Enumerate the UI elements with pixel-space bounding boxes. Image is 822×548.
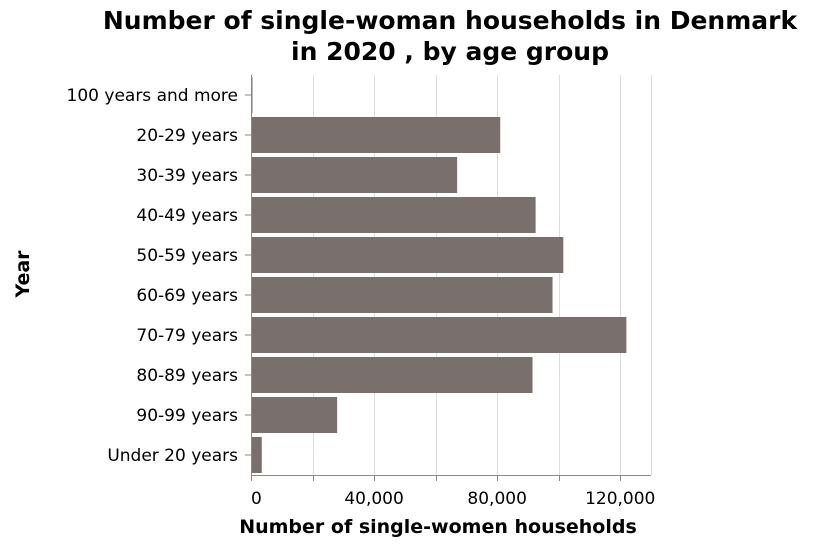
y-axis-title: Year bbox=[12, 250, 34, 299]
x-tick-label: 80,000 bbox=[467, 489, 526, 509]
y-tick-label: 100 years and more bbox=[67, 86, 238, 106]
y-tick-label: 50-59 years bbox=[136, 246, 238, 266]
bars bbox=[251, 77, 627, 473]
y-tick-label: Under 20 years bbox=[107, 446, 238, 466]
x-axis-title: Number of single-women households bbox=[239, 516, 637, 538]
y-tick-label: 40-49 years bbox=[136, 206, 238, 226]
bar bbox=[251, 157, 458, 193]
x-tick-label: 120,000 bbox=[585, 489, 655, 509]
bar bbox=[251, 277, 553, 313]
chart-title-line-2: in 2020 , by age group bbox=[291, 37, 609, 66]
bar bbox=[251, 397, 338, 433]
bar bbox=[251, 117, 501, 153]
y-tick-label: 60-69 years bbox=[136, 286, 238, 306]
x-tick-label: 40,000 bbox=[344, 489, 403, 509]
bar bbox=[251, 437, 262, 473]
y-tick-label: 70-79 years bbox=[136, 326, 238, 346]
y-tick-label: 80-89 years bbox=[136, 366, 238, 386]
y-tick-label: 20-29 years bbox=[136, 126, 238, 146]
bar bbox=[251, 317, 627, 353]
bar bbox=[251, 357, 533, 393]
y-tick-label: 30-39 years bbox=[136, 166, 238, 186]
axes: 100 years and more 20-29 years 30-39 years… bbox=[67, 75, 655, 509]
x-tick-label: 0 bbox=[251, 489, 262, 509]
y-tick-label: 90-99 years bbox=[136, 406, 238, 426]
bar bbox=[251, 197, 536, 233]
bar bbox=[251, 237, 564, 273]
chart-title-line-1: Number of single-woman households in Den… bbox=[103, 6, 799, 35]
